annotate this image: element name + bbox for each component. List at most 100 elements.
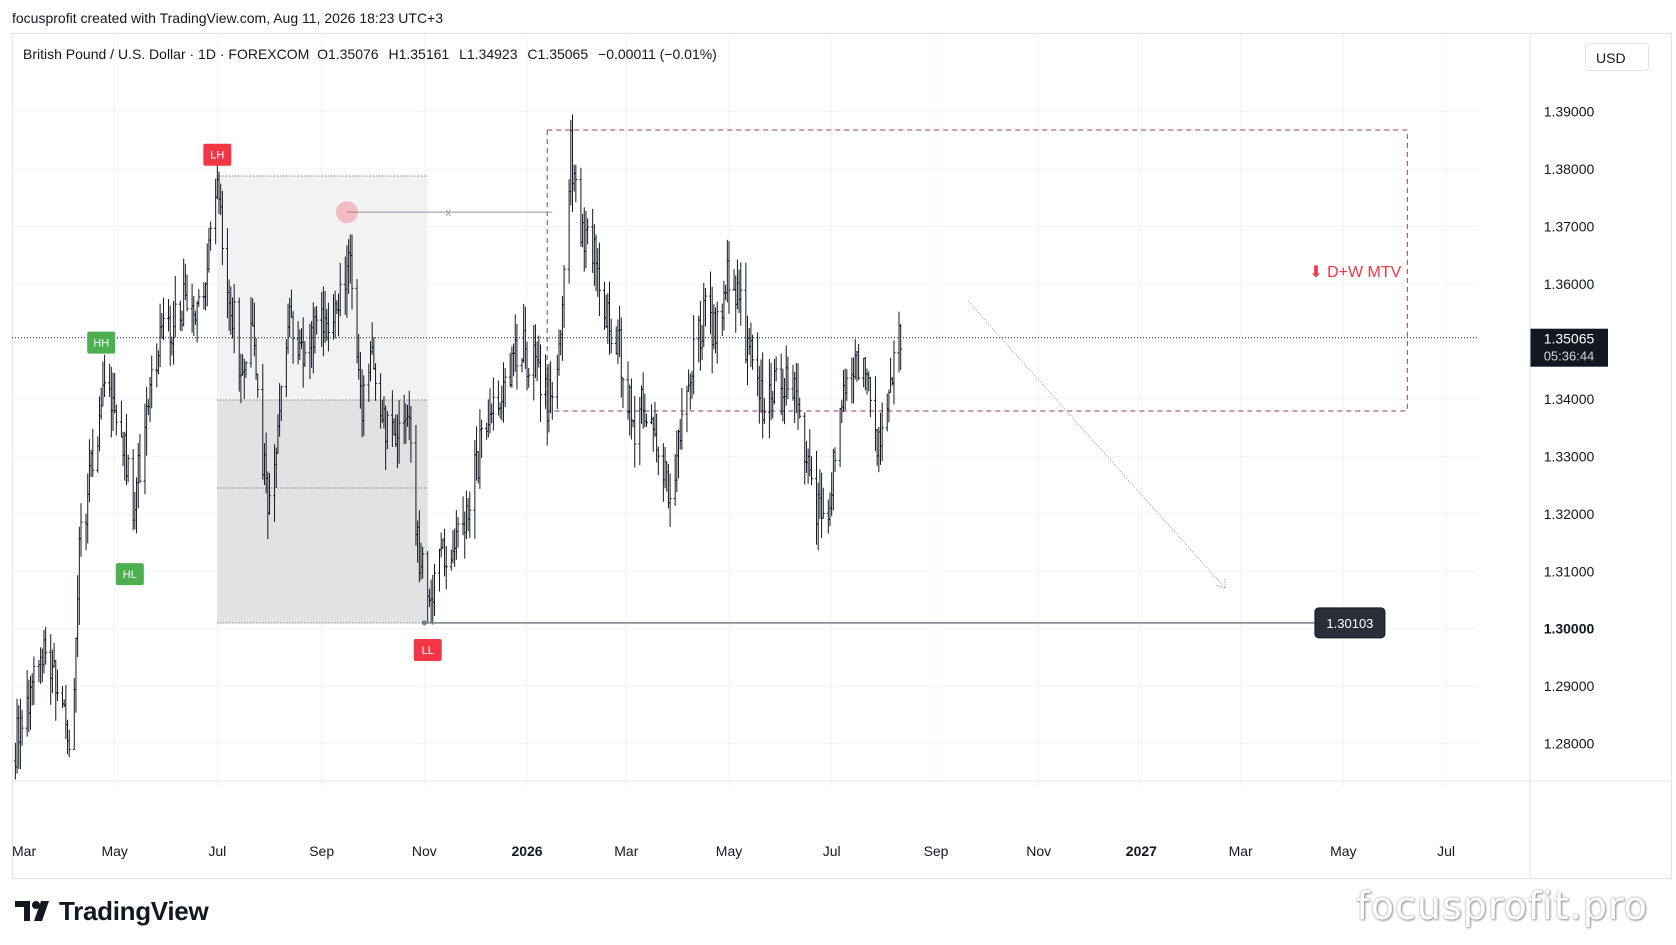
x-axis-tick-label: 2027 [1126,843,1157,859]
tradingview-logo[interactable]: TradingView [15,895,209,926]
ohlc-bar [478,409,482,489]
ohlc-bar [714,307,718,354]
ohlc-bar [535,341,539,382]
ohlc-bar [722,280,726,331]
ohlc-bar [584,211,588,269]
y-axis-tick-label: 1.32000 [1544,506,1595,522]
ohlc-bar [604,294,608,329]
ohlc-bar [173,276,177,338]
swing-label-box [115,563,144,586]
ohlc-bar [172,301,176,365]
swing-label-lh[interactable]: LH [203,143,232,166]
ohlc-bar [533,324,537,379]
ohlc-bar [678,419,682,450]
ohlc-bar [121,432,125,466]
ohlc-bar [454,510,458,560]
ohlc-bar [532,325,536,401]
ohlc-bar [720,303,724,336]
swing-label-text: LH [210,150,224,162]
ohlc-bar [715,301,719,364]
ohlc-bar [621,377,625,408]
x-axis-tick-label: Mar [1229,843,1253,859]
ohlc-bar [195,300,199,343]
ohlc-bar [594,234,598,292]
ohlc-bar [168,305,172,366]
ohlc-bar [64,684,68,740]
high-value: 1.35161 [398,46,450,62]
swing-label-text: HL [123,569,137,581]
ohlc-bar [710,286,714,374]
ohlc-bar [25,670,29,737]
x-axis-tick-label: Jul [823,843,841,859]
swing-label-ll[interactable]: LL [413,638,442,661]
x-axis-tick-label: 2026 [511,843,542,859]
ohlc-bar [826,499,830,534]
ohlc-bar [663,447,667,489]
price-level-label-box[interactable] [1314,607,1386,639]
ohlc-bar [557,329,561,376]
ohlc-bar [18,698,22,770]
price-level-label: 1.30103 [1326,616,1373,631]
ohlc-bar [84,513,88,551]
ohlc-bar [67,729,71,758]
ohlc-bar [744,262,748,364]
ohlc-bar [190,283,194,333]
y-axis-tick-label: 1.39000 [1544,104,1595,120]
ohlc-bar [806,448,810,484]
currency-button[interactable]: USD [1585,43,1649,71]
swing-label-hh[interactable]: HH [87,331,116,354]
ohlc-bar [746,315,750,386]
ohlc-bar [461,496,465,536]
ohlc-bar [178,300,182,331]
ohlc-bar [628,384,632,436]
x-axis-tick-label: Sep [924,843,949,859]
ohlc-bar [629,378,633,440]
ohlc-bar [818,469,822,520]
ohlc-bar [544,354,548,409]
x-axis-tick-label: May [101,843,127,859]
low-label: L [459,46,467,62]
axes: 1.390001.380001.370001.360001.350001.340… [12,34,1672,878]
ohlc-bar [666,463,670,509]
ohlc-bar [602,281,606,330]
ohlc-bar [783,378,787,425]
ohlc-bar [692,315,696,395]
ohlc-bar [119,400,123,438]
ohlc-bar [74,637,78,713]
y-axis-tick-label: 1.37000 [1544,219,1595,235]
ohlc-bar [463,511,467,559]
ohlc-bar [772,359,776,405]
ohlc-bar [597,242,601,317]
ohlc-bar [488,388,492,434]
swing-label-hl[interactable]: HL [115,563,144,586]
ohlc-bar [838,408,842,467]
ohlc-bar [727,241,731,314]
tradingview-logo-text: TradingView [59,895,209,926]
symbol-name[interactable]: British Pound / U.S. Dollar · 1D · FOREX… [23,46,310,62]
ohlc-bar [586,218,590,245]
ohlc-bar [756,332,760,397]
ohlc-bar [769,362,773,421]
ohlc-bar [244,361,248,378]
ohlc-bar [37,659,41,683]
ohlc-bar [596,248,600,297]
ohlc-bar [20,709,24,746]
ohlc-bar [500,385,504,421]
ohlc-bar [39,647,43,684]
ohlc-bar [131,449,135,531]
ohlc-bar [87,439,91,503]
projection-arrow-head [1216,579,1227,590]
ohlc-bar [103,354,107,398]
y-axis-tick-label: 1.29000 [1544,678,1595,694]
x-axis-tick-label: Mar [614,843,638,859]
close-value: 1.35065 [537,46,589,62]
ohlc-bar [98,396,102,452]
footer: TradingView focusprofit.pro [0,880,1676,945]
mtv-zone-label: ⬇ D+W MTV [1309,264,1401,281]
ohlc-bar [72,678,76,750]
ohlc-bar [751,334,755,370]
ohlc-bar [841,369,845,413]
ohlc-bar [581,213,585,248]
ohlc-bar [475,426,479,481]
